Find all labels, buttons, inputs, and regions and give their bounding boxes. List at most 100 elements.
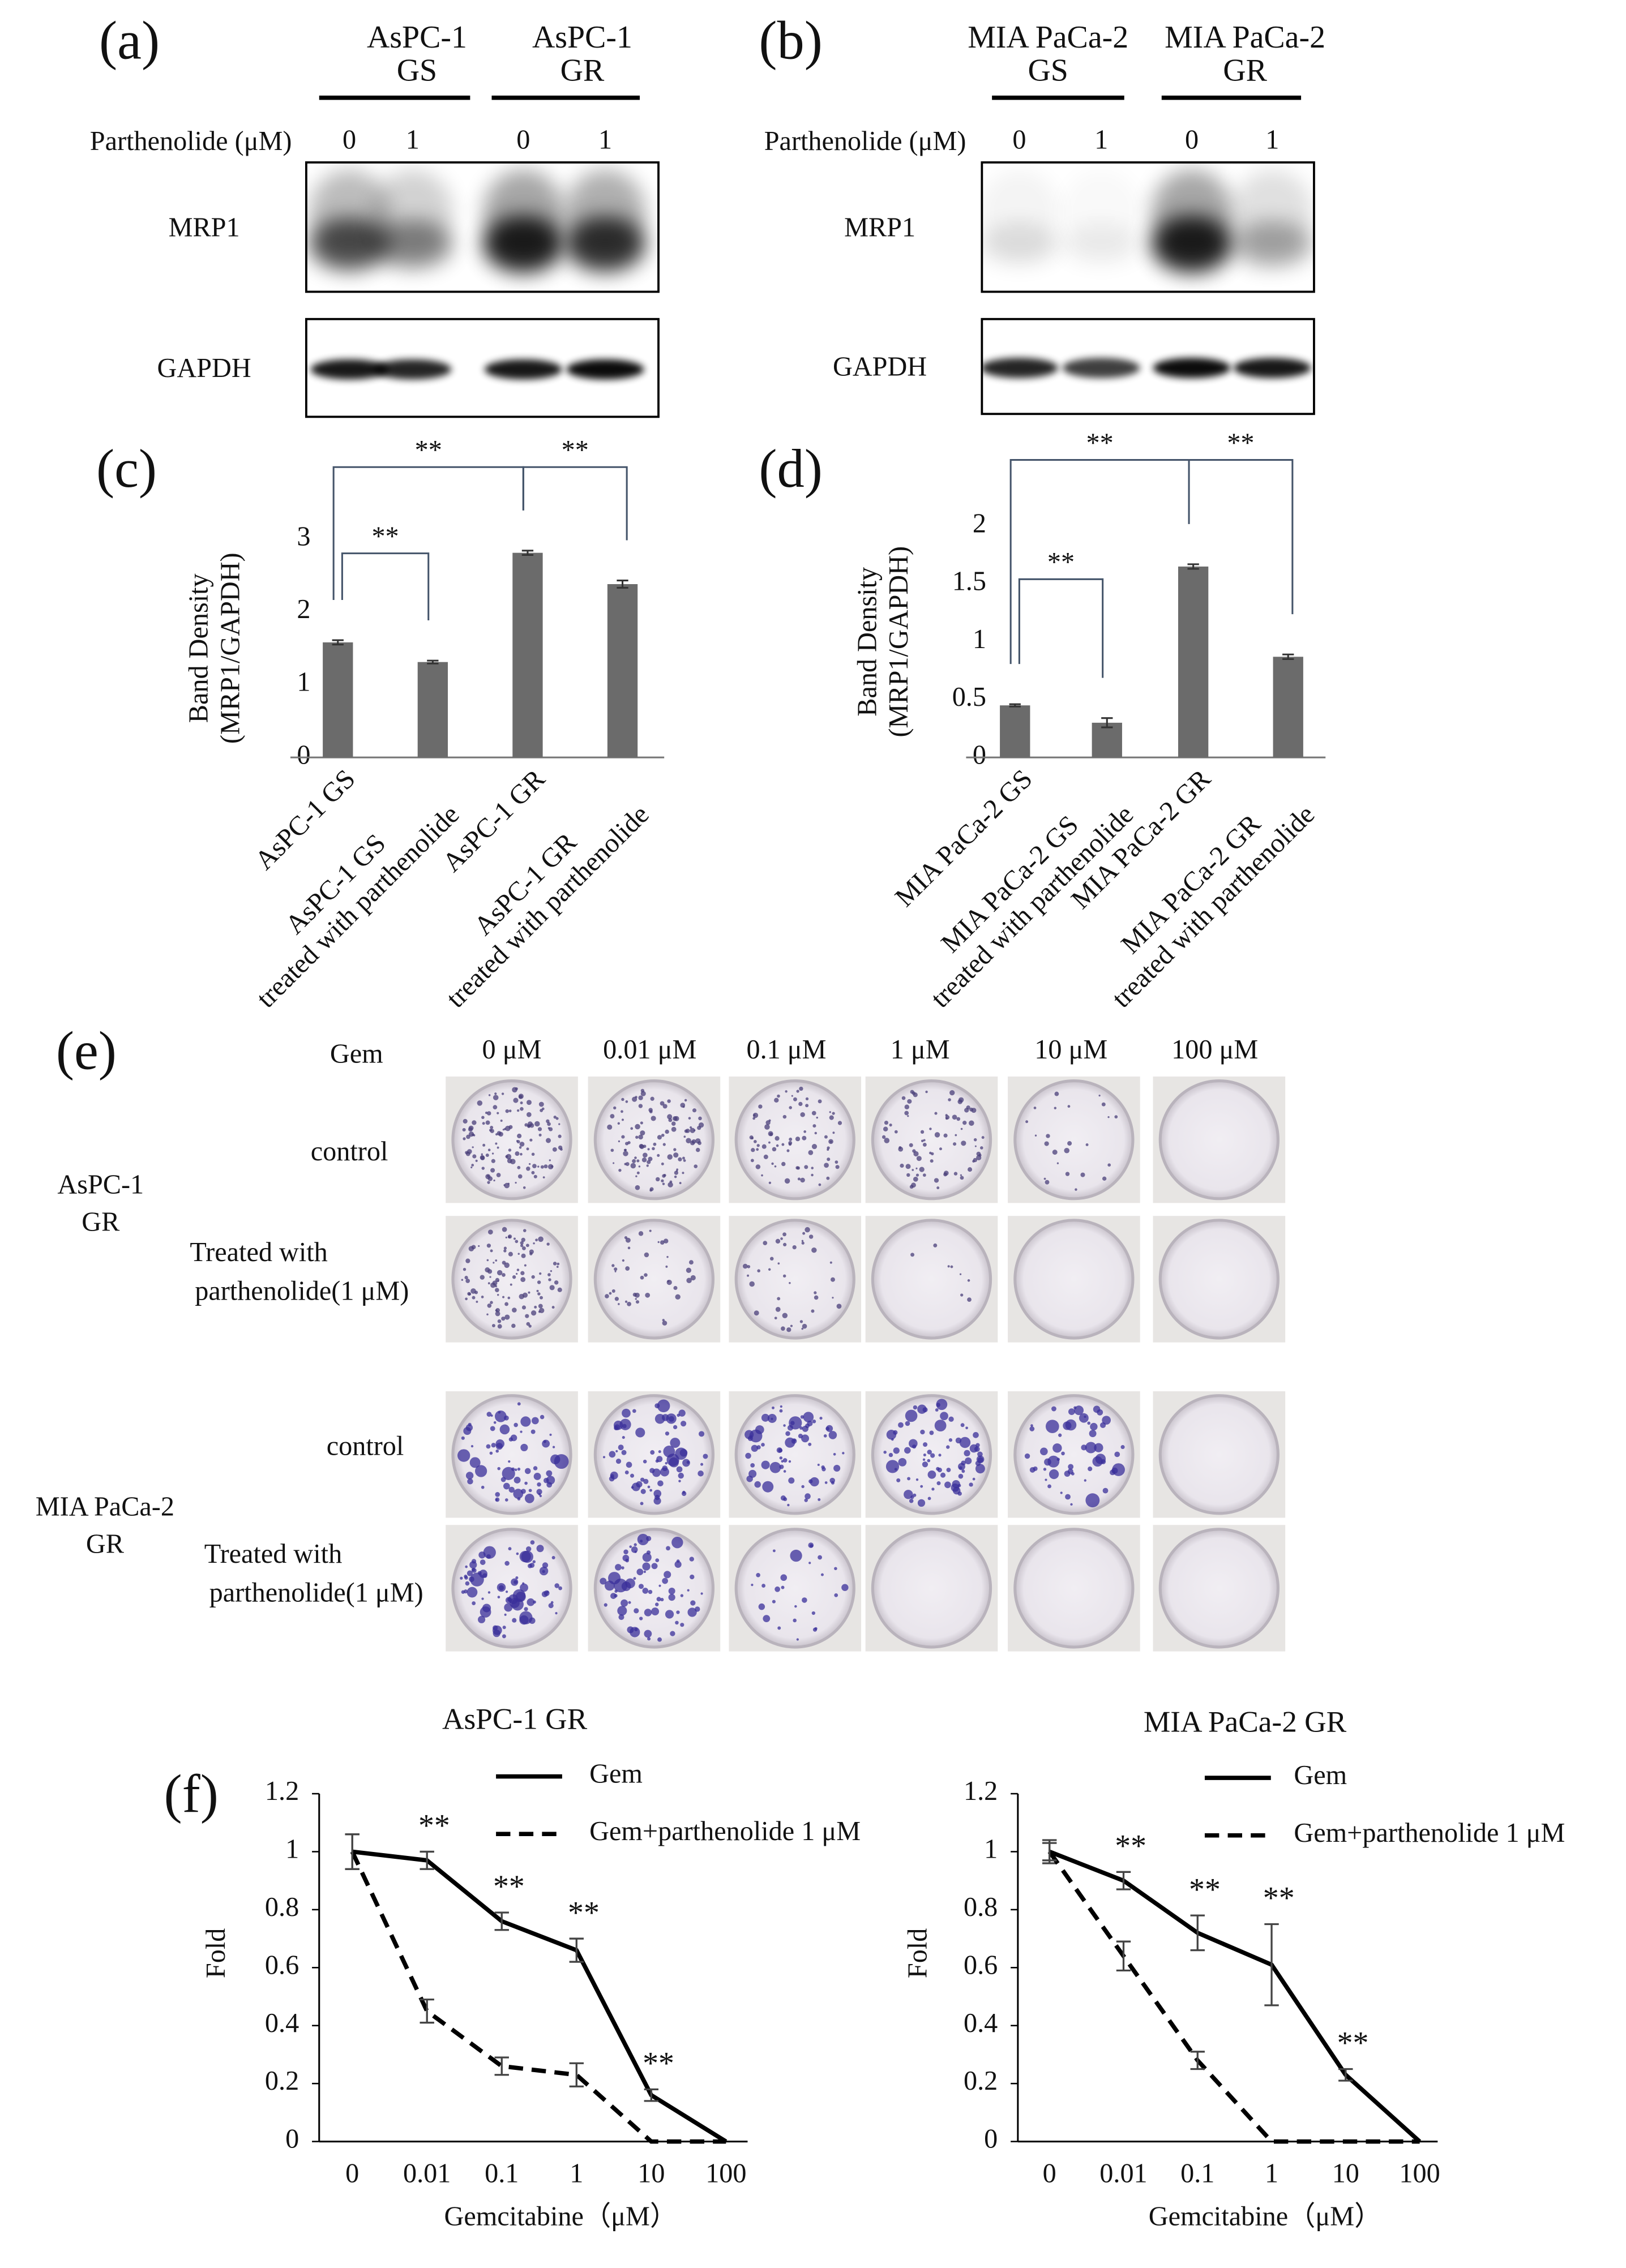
colony [811,1111,816,1116]
colony [950,1265,953,1268]
colony [974,1145,977,1147]
colony [558,1586,562,1590]
colony [465,1151,468,1155]
colony [913,1177,918,1182]
colony [676,1466,683,1473]
colony [768,1131,773,1137]
colony [467,1149,472,1154]
colony [811,1173,814,1177]
x-tick-label: 0.01 [403,2159,451,2189]
colony [904,1104,910,1109]
colony [915,1173,919,1177]
lane-label: 0 [343,125,356,155]
colony [649,1187,654,1191]
y-tick-label: 2 [973,508,986,538]
colony [642,1588,649,1594]
colony [640,1121,643,1125]
colony [1101,1102,1106,1107]
colony [536,1489,542,1495]
blot-frame [305,318,660,418]
colony [523,1186,526,1189]
colony [544,1164,548,1169]
colony [504,1560,510,1566]
colony [524,1123,528,1127]
colony [793,1097,797,1101]
colony [898,1422,904,1428]
colony [780,1405,782,1408]
colony [904,1447,911,1454]
colony [765,1120,771,1125]
colony [503,1482,510,1490]
error-bar [617,580,628,589]
colony [827,1146,830,1150]
plate [1158,1219,1280,1340]
significance-label: ** [1115,1828,1146,1863]
y-tick-label: 0.2 [265,2066,299,2096]
colony [779,1409,783,1413]
row-label: GAPDH [833,352,927,382]
colony [781,1161,786,1167]
colony [658,1450,661,1454]
colony [751,1584,754,1587]
colony [507,1182,510,1185]
plate [1158,1394,1280,1515]
bar [1000,705,1030,758]
colony [795,1137,801,1142]
colony [758,1104,763,1109]
colony [657,1135,662,1140]
error-bar [1116,1871,1131,1890]
colony [463,1267,467,1271]
colony [488,1094,491,1096]
colony [1068,1464,1074,1470]
colony [666,1546,670,1551]
colony [618,1168,622,1172]
bar [1178,566,1209,758]
colony [687,1589,690,1592]
colony [478,1615,486,1623]
colony [786,1149,790,1152]
colony [959,1466,962,1470]
colony [952,1114,957,1120]
colony [837,1121,842,1125]
colony [1063,1421,1072,1430]
error-bar [644,2088,659,2102]
significance-bracket [1188,459,1294,615]
colony [614,1270,617,1272]
colony [803,1412,814,1422]
colony [485,1174,491,1180]
panel-label: (f) [164,1763,219,1824]
error-bar [494,1911,509,1931]
colony [535,1238,538,1242]
colony [679,1182,682,1185]
colony [627,1301,631,1306]
colony [521,1253,526,1258]
colony [469,1457,481,1468]
colony [502,1296,505,1298]
colony [531,1417,539,1425]
y-tick-label: 1 [973,624,986,654]
band [982,223,1060,266]
colony [891,1438,894,1441]
row-label: MRP1 [844,212,915,242]
colony [611,1289,615,1293]
colony [651,1563,658,1570]
colony [486,1444,491,1449]
significance-label: ** [1047,547,1075,577]
error-bar [494,2056,509,2076]
row-label: Treated with [190,1237,327,1267]
treatment-label: Parthenolide (μM) [90,126,292,156]
colony [520,1277,526,1282]
colony [491,1324,495,1328]
colony [1114,1451,1120,1457]
colony [497,1270,503,1276]
y-tick-label: 0 [973,740,986,770]
series-line [352,1849,728,2143]
colony [961,1469,965,1473]
colony [478,1245,480,1247]
plate [451,1079,572,1201]
colony [551,1306,555,1309]
colony [884,1138,890,1143]
group-label: MIA PaCa-2 [36,1491,174,1521]
colony [613,1162,615,1164]
colony [782,1313,788,1318]
